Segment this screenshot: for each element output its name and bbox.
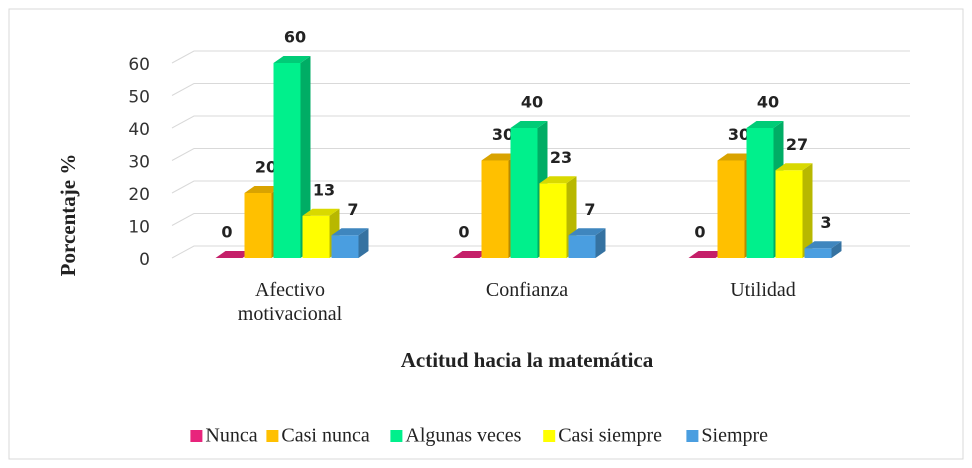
bar-top (244, 186, 282, 193)
x-axis-title: Actitud hacia la matemática (401, 348, 654, 372)
bar-side (595, 228, 606, 258)
bar (775, 163, 813, 258)
y-tick-label: 40 (128, 120, 150, 140)
bar-top (804, 241, 842, 249)
grid-line (171, 148, 910, 161)
bar (273, 56, 311, 258)
bar-top (302, 208, 340, 216)
value-label: 23 (550, 148, 572, 167)
bar-front (302, 215, 330, 258)
y-tick-label: 10 (128, 218, 150, 238)
legend-swatch (686, 430, 699, 442)
bar-top (331, 228, 369, 236)
bar-top (688, 251, 726, 258)
legend-swatch (190, 430, 203, 442)
value-label: 20 (255, 158, 277, 177)
bar-front (510, 128, 538, 258)
y-tick-label: 60 (128, 55, 150, 75)
bar-front (539, 183, 567, 258)
y-axis-title: Porcentaje % (56, 154, 80, 277)
value-label: 13 (313, 180, 335, 199)
legend-label: Algunas veces (405, 425, 521, 447)
grid-line (171, 245, 910, 259)
bar-top (273, 56, 311, 63)
bar-side (802, 163, 813, 258)
x-tick-label: Confianza (485, 279, 569, 301)
bar-front (746, 128, 774, 258)
value-label: 30 (492, 125, 514, 144)
value-label: 27 (786, 135, 808, 154)
bar-side (358, 228, 369, 258)
grid-line (171, 115, 910, 129)
bar-top (452, 251, 490, 258)
bar-side (300, 56, 311, 258)
bar-front (717, 160, 745, 258)
bar-front (568, 235, 596, 258)
value-label: 3 (820, 213, 831, 232)
bar-top (717, 153, 755, 161)
bar-front (481, 160, 509, 258)
bar-front (273, 63, 301, 258)
bar (568, 228, 606, 258)
bar-front (331, 235, 359, 258)
legend-swatch (266, 430, 279, 442)
bar (452, 251, 490, 258)
bar-top (215, 251, 253, 258)
grid-line (171, 83, 910, 96)
value-label: 7 (584, 200, 595, 219)
value-label: 0 (221, 223, 232, 242)
x-tick-label: Afectivo motivacional (237, 279, 343, 325)
bar-top (481, 153, 519, 161)
value-label: 0 (458, 223, 469, 242)
legend-swatch (543, 430, 556, 442)
legend-label: Casi siempre (558, 425, 662, 447)
grid-line (171, 180, 910, 194)
y-tick-label: 20 (128, 185, 150, 205)
bar-side (831, 241, 842, 258)
bar (688, 251, 726, 258)
value-label: 30 (728, 125, 750, 144)
x-tick-label: Utilidad (730, 279, 796, 301)
bar (215, 251, 253, 258)
bar (331, 228, 369, 258)
bar-top (746, 121, 784, 128)
legend-swatch (390, 430, 403, 442)
legend-label: Nunca (205, 425, 257, 447)
value-label: 60 (284, 28, 306, 47)
y-tick-label: 30 (128, 153, 150, 173)
bar-top (539, 176, 577, 184)
bar (804, 241, 842, 258)
y-tick-label: 50 (128, 88, 150, 108)
grid-line (171, 50, 910, 64)
legend-label: Siempre (701, 425, 768, 447)
value-label: 40 (757, 93, 779, 112)
value-label: 7 (347, 200, 358, 219)
bar-front (775, 170, 803, 258)
bar-front (244, 193, 272, 258)
bar-top (568, 228, 606, 236)
grid-line (171, 213, 910, 226)
value-label: 0 (694, 223, 705, 242)
bar-front (804, 248, 832, 258)
bar-top (510, 121, 548, 128)
bar-top (775, 163, 813, 171)
y-tick-label: 0 (139, 250, 150, 270)
value-label: 40 (521, 93, 543, 112)
legend-label: Casi nunca (281, 425, 369, 447)
